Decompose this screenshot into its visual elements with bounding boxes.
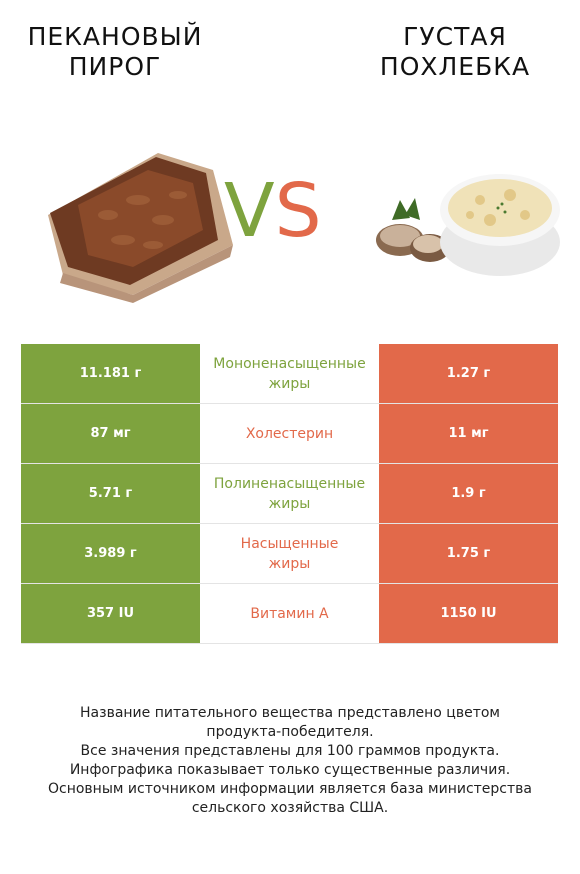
footer-line: Все значения представлены для 100 граммо…	[80, 743, 500, 759]
right-value: 1.75 г	[379, 524, 558, 583]
footer-notes: Название питательного вещества представл…	[0, 704, 580, 818]
right-value: 1.9 г	[379, 464, 558, 523]
vs-label: VS	[224, 166, 322, 256]
table-row: 357 IU Витамин A 1150 IU	[21, 584, 558, 644]
left-food-title-line1: ПЕКАНОВЫЙ	[27, 22, 203, 51]
table-row: 87 мг Холестерин 11 мг	[21, 404, 558, 464]
nutrient-name: Насыщенные жиры	[200, 524, 379, 583]
footer-line: сельского хозяйства США.	[191, 800, 389, 816]
left-value: 3.989 г	[21, 524, 200, 583]
nutrient-name: Мононенасыщенные жиры	[200, 344, 379, 403]
table-row: 11.181 г Мононенасыщенные жиры 1.27 г	[21, 344, 558, 404]
clams	[376, 224, 450, 262]
nutrient-name: Витамин A	[200, 584, 379, 643]
left-value: 11.181 г	[21, 344, 200, 403]
footer-line: Название питательного вещества представл…	[80, 705, 500, 721]
pecan-pie-image	[48, 153, 233, 303]
footer-line: продукта-победителя.	[206, 724, 374, 740]
left-value: 87 мг	[21, 404, 200, 463]
footer-line: Инфографика показывает только существенн…	[69, 762, 511, 778]
nutrient-name: Холестерин	[200, 404, 379, 463]
right-value: 1.27 г	[379, 344, 558, 403]
nutrient-name: Полиненасыщенные жиры	[200, 464, 379, 523]
right-value: 1150 IU	[379, 584, 558, 643]
right-food-title: ГУСТАЯ ПОХЛЕБКА	[340, 22, 570, 82]
vs-v: V	[224, 168, 275, 254]
table-row: 5.71 г Полиненасыщенные жиры 1.9 г	[21, 464, 558, 524]
chowder-image	[376, 174, 560, 276]
left-value: 357 IU	[21, 584, 200, 643]
left-food-title: ПЕКАНОВЫЙ ПИРОГ	[0, 22, 230, 82]
footer-line: Основным источником информации является …	[48, 781, 532, 797]
right-food-title-line2: ПОХЛЕБКА	[379, 52, 531, 81]
left-food-title-line2: ПИРОГ	[68, 52, 162, 81]
left-value: 5.71 г	[21, 464, 200, 523]
right-value: 11 мг	[379, 404, 558, 463]
right-food-title-line1: ГУСТАЯ	[403, 22, 507, 51]
vs-s: S	[274, 168, 322, 254]
comparison-table: 11.181 г Мононенасыщенные жиры 1.27 г 87 …	[21, 344, 558, 644]
table-row: 3.989 г Насыщенные жиры 1.75 г	[21, 524, 558, 584]
